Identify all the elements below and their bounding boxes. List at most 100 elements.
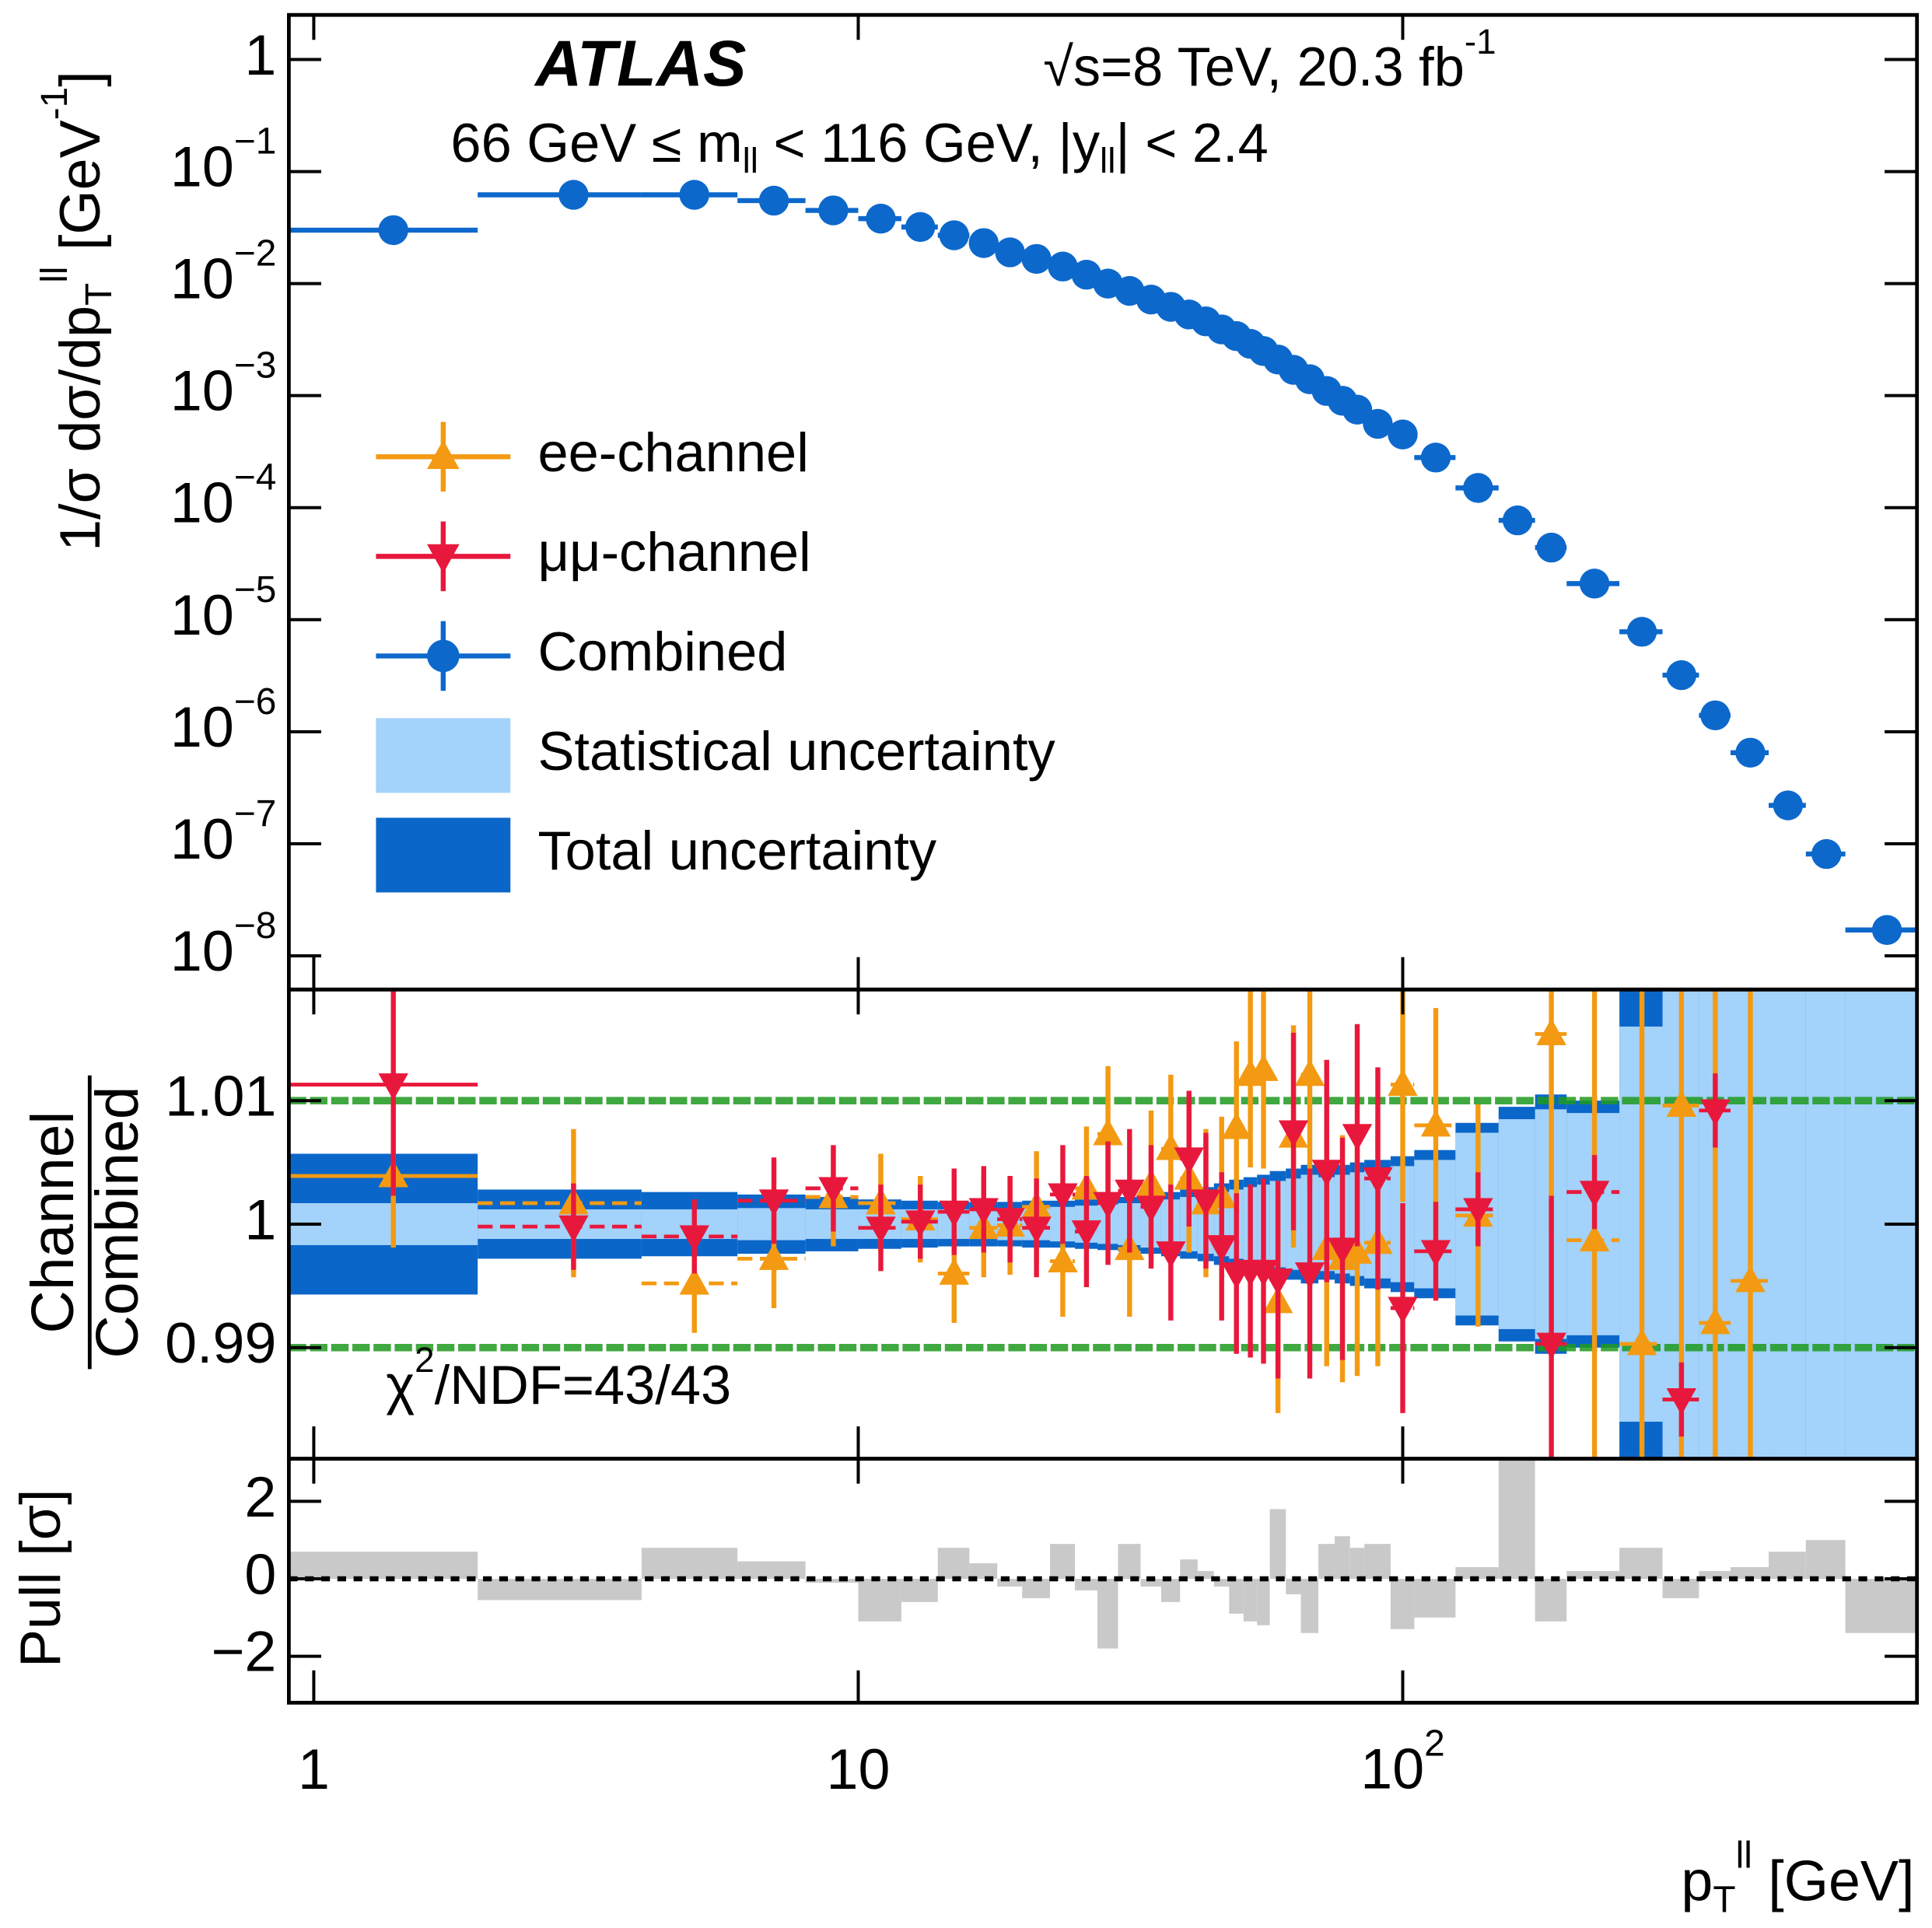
marker (1626, 1328, 1657, 1356)
marker (378, 215, 408, 246)
marker (1136, 1195, 1167, 1223)
text-part: T (1713, 1880, 1735, 1921)
pull-bar (1318, 1544, 1335, 1580)
marker (1502, 505, 1533, 536)
marker (1811, 838, 1842, 870)
legend-marker (427, 639, 460, 673)
marker (1420, 1240, 1451, 1268)
legend-swatch (376, 817, 511, 893)
legend-label: Combined (537, 621, 787, 682)
text-part: −3 (234, 345, 277, 386)
pull-bar (1349, 1548, 1365, 1580)
marker (1221, 1111, 1251, 1139)
pull-bar (641, 1548, 738, 1580)
tick-label: 10−2 (170, 233, 276, 311)
pull-bar (1566, 1571, 1620, 1580)
tick-label: 1 (244, 23, 276, 87)
marker (1735, 737, 1766, 768)
tick-label: 10−8 (170, 905, 276, 984)
text-part: 10 (170, 583, 234, 647)
overlay: 110−110−210−310−410−510−610−710−80.9911.… (8, 12, 1920, 1921)
text-part: 66 GeV ≤ m (450, 111, 742, 173)
marker (1700, 1099, 1731, 1127)
tick-label: 0.99 (165, 1310, 276, 1375)
marker (1579, 569, 1610, 599)
text-part: 2 (1424, 1723, 1445, 1764)
marker (1206, 1235, 1237, 1262)
marker (1174, 1147, 1204, 1174)
marker (1700, 1307, 1731, 1335)
pull-bar (1160, 1579, 1181, 1602)
text-part: χ (386, 1354, 415, 1415)
legend-marker (427, 439, 460, 469)
text-part: ll (743, 141, 758, 180)
tick-label: 1 (298, 1737, 330, 1801)
pull-bar (1050, 1544, 1076, 1580)
pull-bar (1619, 1548, 1663, 1580)
legend-label: μμ-channel (537, 521, 810, 583)
text-part: −2 (234, 233, 277, 274)
pull-bar (1286, 1579, 1301, 1594)
marker (1579, 1224, 1610, 1252)
marker (1666, 1090, 1697, 1117)
tick-label: 10−3 (170, 345, 276, 423)
tick-label: 102 (1360, 1723, 1445, 1801)
marker (1093, 1118, 1123, 1146)
text-part: 10 (1360, 1737, 1424, 1801)
pull-bar (1335, 1536, 1350, 1580)
pull-bar (969, 1563, 998, 1580)
pull-bar (1197, 1571, 1214, 1580)
marker (818, 195, 849, 226)
marker (1342, 1124, 1373, 1151)
pull-bar (1118, 1544, 1141, 1580)
tick-label: 10−7 (170, 793, 276, 872)
text-part: −8 (234, 905, 277, 947)
text-part: −1 (234, 121, 277, 162)
text-part: ll (34, 266, 75, 282)
text-part: < 116 GeV, |y (758, 111, 1101, 173)
pull-bar (1769, 1552, 1806, 1580)
x-axis-label: pTll [GeV] (1681, 1835, 1914, 1920)
pull-bar (1805, 1540, 1846, 1580)
pull-bar (1097, 1579, 1118, 1649)
marker (1536, 1332, 1566, 1360)
marker (758, 1243, 789, 1270)
text-part: 10 (170, 807, 234, 871)
tick-label: 10−5 (170, 569, 276, 648)
marker (1294, 1058, 1325, 1086)
marker (1071, 1220, 1102, 1247)
pull-bar (737, 1561, 806, 1580)
marker (558, 1215, 589, 1243)
legend-marker (427, 544, 460, 574)
tick-label: 0 (244, 1541, 276, 1606)
text-part: [GeV (47, 120, 112, 266)
pull-bar (1699, 1571, 1731, 1580)
marker (679, 1268, 709, 1295)
marker (995, 1208, 1025, 1235)
y-axis-label-numerator: Channel (19, 1111, 86, 1334)
text-part: 10 (170, 695, 234, 759)
pull-bar (1213, 1579, 1230, 1587)
marker (818, 1177, 849, 1205)
pull-bar (1364, 1544, 1391, 1580)
text-part: 1/σ dσ/dp (47, 306, 112, 551)
legend-label: Total uncertainty (537, 820, 936, 881)
text-part: [GeV] (1752, 1849, 1915, 1913)
pull-bar (1229, 1579, 1244, 1614)
marker (968, 1198, 999, 1226)
marker (1021, 243, 1052, 275)
pull-bar (1414, 1579, 1456, 1618)
pull-bar (1662, 1579, 1699, 1598)
marker (1420, 1109, 1451, 1137)
pull-bar (1845, 1579, 1917, 1633)
tick-label: 10−4 (170, 457, 276, 536)
text-part: −5 (234, 569, 277, 611)
marker (1871, 915, 1902, 945)
marker (1579, 1181, 1610, 1208)
marker (939, 1200, 969, 1228)
y-axis-label: 1/σ dσ/dpTll [GeV-1] (34, 71, 120, 551)
marker (1048, 1245, 1078, 1273)
pull-bar (1455, 1567, 1499, 1580)
